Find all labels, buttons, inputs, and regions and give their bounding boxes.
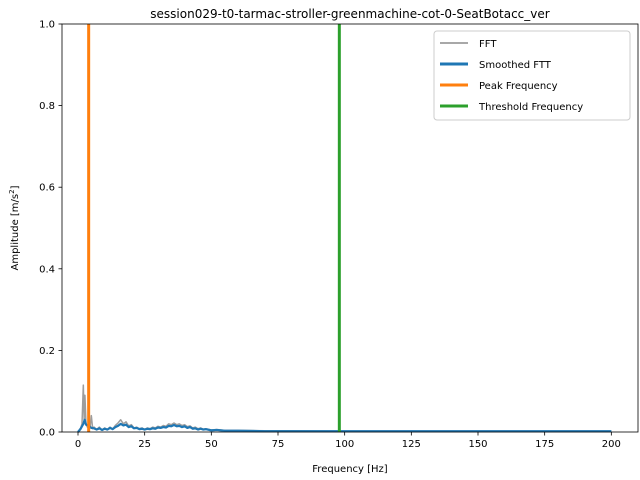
y-axis-label-close: ] <box>10 185 21 189</box>
y-axis-label-main: Amplitude [m/s <box>10 194 21 271</box>
y-tick-label: 1.0 <box>39 20 55 31</box>
y-axis: 0.0 0.2 0.4 0.6 0.8 1.0 <box>39 20 62 439</box>
y-tick-label: 0.6 <box>39 183 55 194</box>
y-tick-label: 0.8 <box>39 101 55 112</box>
x-tick-label: 150 <box>468 439 487 450</box>
chart-title: session029-t0-tarmac-stroller-greenmachi… <box>150 7 549 21</box>
x-tick-label: 125 <box>402 439 421 450</box>
x-tick-label: 75 <box>272 439 285 450</box>
y-tick-label: 0.4 <box>39 264 55 275</box>
x-tick-label: 25 <box>138 439 151 450</box>
series-line-smoothed-ftt <box>77 418 612 433</box>
legend-label: Smoothed FTT <box>479 60 552 71</box>
legend-box <box>433 30 631 121</box>
x-tick-label: 175 <box>535 439 554 450</box>
vline-layer <box>87 24 341 432</box>
legend-label: FFT <box>479 39 497 50</box>
plot-frame <box>61 23 639 433</box>
x-axis-label: Frequency [Hz] <box>312 464 388 475</box>
x-tick-label: 100 <box>335 439 354 450</box>
legend: FFT Smoothed FTT Peak Frequency Threshold F… <box>433 30 631 121</box>
y-tick-label: 0.2 <box>39 346 55 357</box>
y-axis-label: Amplitude [m/s2] <box>8 185 21 270</box>
x-tick-label: 0 <box>75 439 81 450</box>
series-layer <box>77 384 612 433</box>
y-axis-label-superscript: 2 <box>8 189 16 193</box>
x-tick-label: 50 <box>205 439 218 450</box>
y-tick-label: 0.0 <box>39 428 55 439</box>
legend-entries: FFT Smoothed FTT Peak Frequency Threshold F… <box>440 39 583 113</box>
legend-label: Threshold Frequency <box>478 102 583 113</box>
legend-label: Peak Frequency <box>479 81 558 92</box>
x-axis: 0 25 50 75 100 125 150 175 200 <box>75 432 621 450</box>
x-tick-label: 200 <box>602 439 621 450</box>
